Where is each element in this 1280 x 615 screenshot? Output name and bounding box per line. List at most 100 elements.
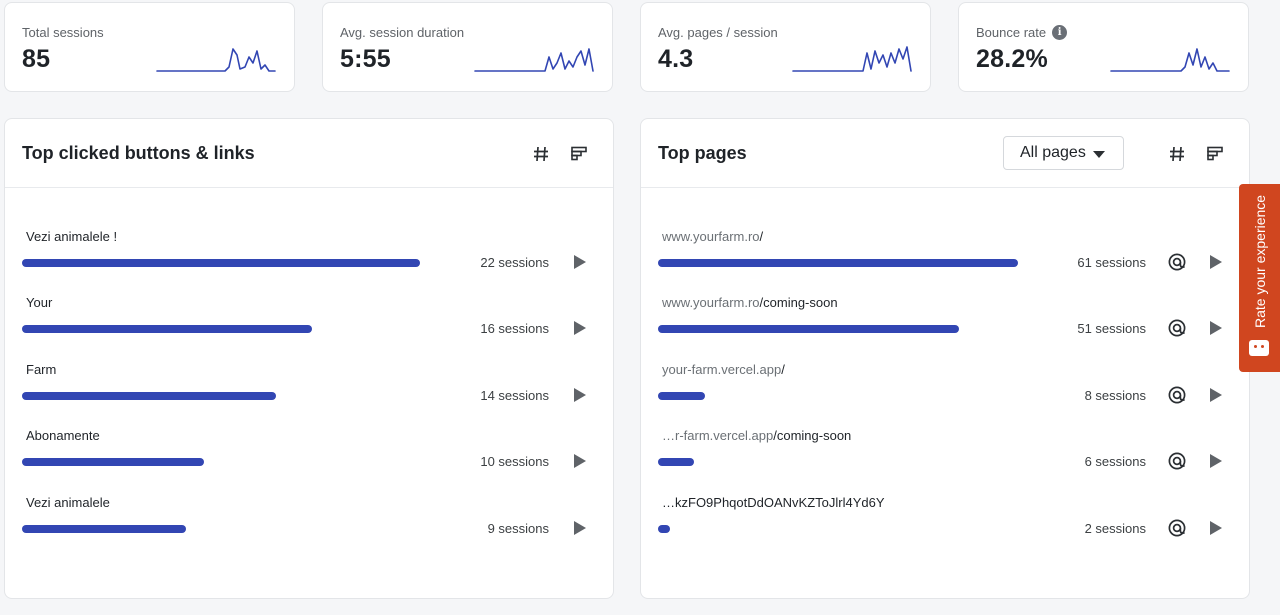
kpi-label: Bounce rate i — [976, 25, 1068, 40]
kpi-label: Total sessions — [22, 25, 104, 40]
hash-icon[interactable] — [1166, 143, 1188, 165]
panel-title: Top pages — [658, 143, 747, 163]
bar — [658, 259, 1018, 267]
bar-track — [22, 525, 422, 533]
row-label: Farm — [26, 362, 57, 377]
bar-track — [22, 325, 422, 333]
play-icon[interactable] — [1206, 386, 1224, 404]
row-label: www.yourfarm.ro/coming-soon — [662, 295, 838, 310]
bar-track — [658, 458, 1058, 466]
kpi-card-total-sessions: Total sessions 85 — [4, 2, 295, 92]
play-icon[interactable] — [570, 386, 588, 404]
list-item[interactable]: www.yourfarm.ro/coming-soon 51 sessions — [641, 295, 1249, 361]
bar — [22, 392, 276, 400]
kpi-label-text: Bounce rate — [976, 25, 1047, 40]
kpi-label-text: Avg. session duration — [340, 25, 465, 40]
kpi-value: 28.2% — [976, 45, 1048, 73]
kpi-label: Avg. session duration — [340, 25, 464, 40]
session-count: 16 sessions — [480, 321, 549, 336]
session-count: 51 sessions — [1077, 321, 1146, 336]
url-host: www.yourfarm.ro — [662, 229, 760, 244]
bar — [658, 392, 706, 400]
url-path: …kzFO9PhqotDdOANvKZToJlrl4Yd6Y — [662, 495, 885, 510]
panel-title: Top clicked buttons & links — [22, 143, 255, 163]
session-count: 22 sessions — [480, 255, 549, 270]
row-label: www.yourfarm.ro/ — [662, 229, 763, 244]
feedback-label: Rate your experience — [1251, 194, 1268, 328]
play-icon[interactable] — [570, 253, 588, 271]
play-icon[interactable] — [1206, 319, 1224, 337]
heatmap-icon[interactable] — [1167, 318, 1187, 338]
session-count: 2 sessions — [1084, 521, 1146, 536]
bar-track — [22, 259, 422, 267]
bar — [22, 458, 204, 466]
kpi-value: 85 — [22, 45, 51, 73]
play-icon[interactable] — [1206, 253, 1224, 271]
play-icon[interactable] — [570, 452, 588, 470]
percent-bars-icon[interactable] — [568, 143, 590, 165]
caret-down-icon — [1093, 151, 1105, 158]
bar-track — [658, 325, 1058, 333]
bar-track — [658, 392, 1058, 400]
kpi-value: 5:55 — [340, 45, 391, 73]
panel-header: Top clicked buttons & links — [5, 119, 613, 188]
url-path: /coming-soon — [759, 295, 838, 310]
list-item[interactable]: www.yourfarm.ro/ 61 sessions — [641, 229, 1249, 295]
pages-filter-select[interactable]: All pages — [1003, 136, 1124, 170]
session-count: 8 sessions — [1084, 388, 1146, 403]
kpi-label-text: Total sessions — [22, 25, 104, 40]
bar — [658, 458, 694, 466]
kpi-label-text: Avg. pages / session — [658, 25, 778, 40]
row-label: Your — [26, 295, 53, 310]
heatmap-icon[interactable] — [1167, 451, 1187, 471]
info-icon[interactable]: i — [1052, 25, 1068, 40]
url-path: /coming-soon — [773, 428, 852, 443]
bar — [22, 325, 312, 333]
url-path: / — [781, 362, 785, 377]
bar-track — [658, 525, 1058, 533]
heatmap-icon[interactable] — [1167, 385, 1187, 405]
session-count: 9 sessions — [487, 521, 549, 536]
play-icon[interactable] — [1206, 519, 1224, 537]
percent-bars-icon[interactable] — [1204, 143, 1226, 165]
kpi-card-bounce-rate: Bounce rate i 28.2% — [958, 2, 1249, 92]
url-path: / — [759, 229, 764, 244]
list-item[interactable]: …r-farm.vercel.app/coming-soon 6 session… — [641, 428, 1249, 494]
play-icon[interactable] — [570, 519, 588, 537]
row-label: …kzFO9PhqotDdOANvKZToJlrl4Yd6Y — [662, 495, 885, 510]
url-host: www.yourfarm.ro — [662, 295, 760, 310]
sparkline — [1110, 48, 1230, 72]
session-count: 14 sessions — [480, 388, 549, 403]
list-item[interactable]: Farm 14 sessions — [5, 362, 613, 428]
sparkline — [474, 48, 594, 72]
play-icon[interactable] — [570, 319, 588, 337]
list-item[interactable]: Vezi animalele ! 22 sessions — [5, 229, 613, 295]
bar-track — [22, 392, 422, 400]
row-label: Vezi animalele — [26, 495, 110, 510]
bar-track — [22, 458, 422, 466]
list-item[interactable]: your-farm.vercel.app/ 8 sessions — [641, 362, 1249, 428]
play-icon[interactable] — [1206, 452, 1224, 470]
session-count: 61 sessions — [1077, 255, 1146, 270]
kpi-value: 4.3 — [658, 45, 694, 73]
rate-experience-tab[interactable]: Rate your experience — [1239, 184, 1280, 372]
kpi-label: Avg. pages / session — [658, 25, 778, 40]
list-item[interactable]: Vezi animalele 9 sessions — [5, 495, 613, 561]
list-item[interactable]: Abonamente 10 sessions — [5, 428, 613, 494]
panel-top-clicked: Top clicked buttons & links Vezi animale… — [4, 118, 614, 599]
bar-track — [658, 259, 1058, 267]
url-host: …r-farm.vercel.app — [662, 428, 774, 443]
smiley-icon — [1249, 340, 1269, 356]
row-label: your-farm.vercel.app/ — [662, 362, 785, 377]
session-count: 10 sessions — [480, 454, 549, 469]
list-item[interactable]: Your 16 sessions — [5, 295, 613, 361]
list-item[interactable]: …kzFO9PhqotDdOANvKZToJlrl4Yd6Y 2 session… — [641, 495, 1249, 561]
heatmap-icon[interactable] — [1167, 252, 1187, 272]
row-label: Vezi animalele ! — [26, 229, 118, 244]
heatmap-icon[interactable] — [1167, 518, 1187, 538]
hash-icon[interactable] — [530, 143, 552, 165]
url-host: your-farm.vercel.app — [662, 362, 782, 377]
row-label: …r-farm.vercel.app/coming-soon — [662, 428, 851, 443]
bar — [22, 259, 420, 267]
kpi-card-avg-session-duration: Avg. session duration 5:55 — [322, 2, 613, 92]
